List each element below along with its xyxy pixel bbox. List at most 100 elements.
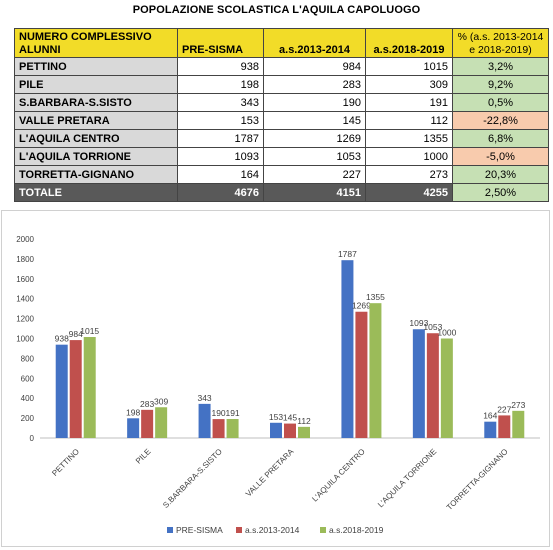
header-name: NUMERO COMPLESSIVO ALUNNI: [14, 28, 178, 58]
table-row: TORRETTA-GIGNANO 164 227 273 20,3%: [14, 165, 549, 184]
y-tick-label: 200: [21, 414, 35, 423]
y-tick-label: 1800: [16, 255, 34, 264]
row-as2018: 273: [365, 165, 453, 184]
data-label: 984: [69, 329, 83, 339]
row-as2013: 227: [263, 165, 366, 184]
row-name: PETTINO: [14, 57, 178, 76]
row-name: PILE: [14, 75, 178, 94]
x-category-label: TORRETTA-GIGNANO: [445, 447, 510, 512]
row-pct: 0,5%: [452, 93, 549, 112]
x-category-label: L'AQUILA CENTRO: [310, 447, 366, 503]
row-presisma: 153: [177, 111, 264, 130]
x-category-label: PILE: [134, 447, 153, 466]
data-label: 309: [154, 396, 168, 406]
row-pct: 20,3%: [452, 165, 549, 184]
row-name: L'AQUILA TORRIONE: [14, 147, 178, 166]
data-label: 1093: [409, 318, 428, 328]
x-category-label: VALLE PRETARA: [244, 447, 296, 499]
row-presisma: 1787: [177, 129, 264, 148]
table-row: L'AQUILA CENTRO 1787 1269 1355 6,8%: [14, 129, 549, 148]
row-as2018: 1000: [365, 147, 453, 166]
row-as2013: 1053: [263, 147, 366, 166]
bar-chart: 0 200 400 600 800 1000 1200 1400 1600 1800 2000 938…: [16, 235, 540, 535]
y-tick-label: 2000: [16, 235, 34, 244]
bar: [69, 340, 82, 438]
legend-swatch: [167, 527, 173, 533]
total-presisma: 4676: [177, 183, 264, 202]
data-label: 227: [497, 404, 511, 414]
y-tick-label: 1600: [16, 275, 34, 284]
table-row: L'AQUILA TORRIONE 1093 1053 1000 -5,0%: [14, 147, 549, 166]
bar: [512, 410, 525, 438]
data-label: 343: [197, 393, 211, 403]
data-label: 112: [297, 416, 311, 426]
legend-label: a.s.2013-2014: [245, 525, 300, 535]
total-pct: 2,50%: [452, 183, 549, 202]
y-tick-label: 800: [21, 354, 35, 363]
total-as2018: 4255: [365, 183, 453, 202]
bar: [212, 419, 225, 438]
data-label: 938: [55, 334, 69, 344]
header-presisma: PRE-SISMA: [177, 28, 264, 58]
row-as2013: 190: [263, 93, 366, 112]
data-label: 164: [483, 411, 497, 421]
table-row: PILE 198 283 309 9,2%: [14, 75, 549, 94]
bar: [284, 423, 296, 438]
row-presisma: 164: [177, 165, 264, 184]
data-label: 191: [225, 408, 239, 418]
legend-swatch: [236, 527, 242, 533]
data-label: 283: [140, 399, 154, 409]
bar: [155, 407, 168, 438]
chart-frame: [1, 210, 550, 547]
bar: [498, 415, 511, 438]
x-category-label: PETTINO: [50, 447, 81, 478]
row-as2013: 984: [263, 57, 366, 76]
row-pct: 9,2%: [452, 75, 549, 94]
bar: [127, 418, 140, 438]
data-table: NUMERO COMPLESSIVO ALUNNI PRE-SISMA a.s.…: [14, 28, 549, 202]
y-tick-label: 400: [21, 394, 35, 403]
table-total-row: TOTALE 4676 4151 4255 2,50%: [14, 183, 549, 202]
row-presisma: 938: [177, 57, 264, 76]
data-label: 1015: [80, 326, 99, 336]
bar: [270, 422, 282, 438]
bar: [298, 426, 310, 438]
table-row: VALLE PRETARA 153 145 112 -22,8%: [14, 111, 549, 130]
total-name: TOTALE: [14, 183, 178, 202]
header-pct: % (a.s. 2013-2014 e 2018-2019): [452, 28, 549, 58]
row-as2018: 1355: [365, 129, 453, 148]
data-label: 198: [126, 407, 140, 417]
bar: [83, 337, 96, 438]
row-as2018: 309: [365, 75, 453, 94]
row-presisma: 343: [177, 93, 264, 112]
x-category-label: S.BARBARA-S.SISTO: [161, 447, 224, 510]
data-label: 190: [211, 408, 225, 418]
page-title: POPOLAZIONE SCOLASTICA L'AQUILA CAPOLUOG…: [132, 4, 421, 16]
data-label: 1000: [437, 328, 456, 338]
row-as2018: 1015: [365, 57, 453, 76]
y-tick-label: 1200: [16, 315, 34, 324]
bar: [484, 421, 497, 438]
row-as2013: 145: [263, 111, 366, 130]
bar: [369, 303, 382, 438]
row-as2013: 1269: [263, 129, 366, 148]
bar: [55, 344, 68, 438]
row-name: TORRETTA-GIGNANO: [14, 165, 178, 184]
bar: [198, 403, 211, 438]
row-as2018: 191: [365, 93, 453, 112]
data-label: 1053: [423, 322, 442, 332]
data-label: 1269: [352, 301, 371, 311]
y-tick-label: 1400: [16, 295, 34, 304]
data-label: 153: [269, 412, 283, 422]
row-as2013: 283: [263, 75, 366, 94]
total-as2013: 4151: [263, 183, 366, 202]
bar: [355, 311, 368, 438]
row-pct: -22,8%: [452, 111, 549, 130]
row-name: VALLE PRETARA: [14, 111, 178, 130]
table-row: PETTINO 938 984 1015 3,2%: [14, 57, 549, 76]
row-name: L'AQUILA CENTRO: [14, 129, 178, 148]
row-pct: 3,2%: [452, 57, 549, 76]
data-label: 1787: [338, 249, 357, 259]
bar: [226, 418, 239, 438]
header-as2018: a.s.2018-2019: [365, 28, 453, 58]
